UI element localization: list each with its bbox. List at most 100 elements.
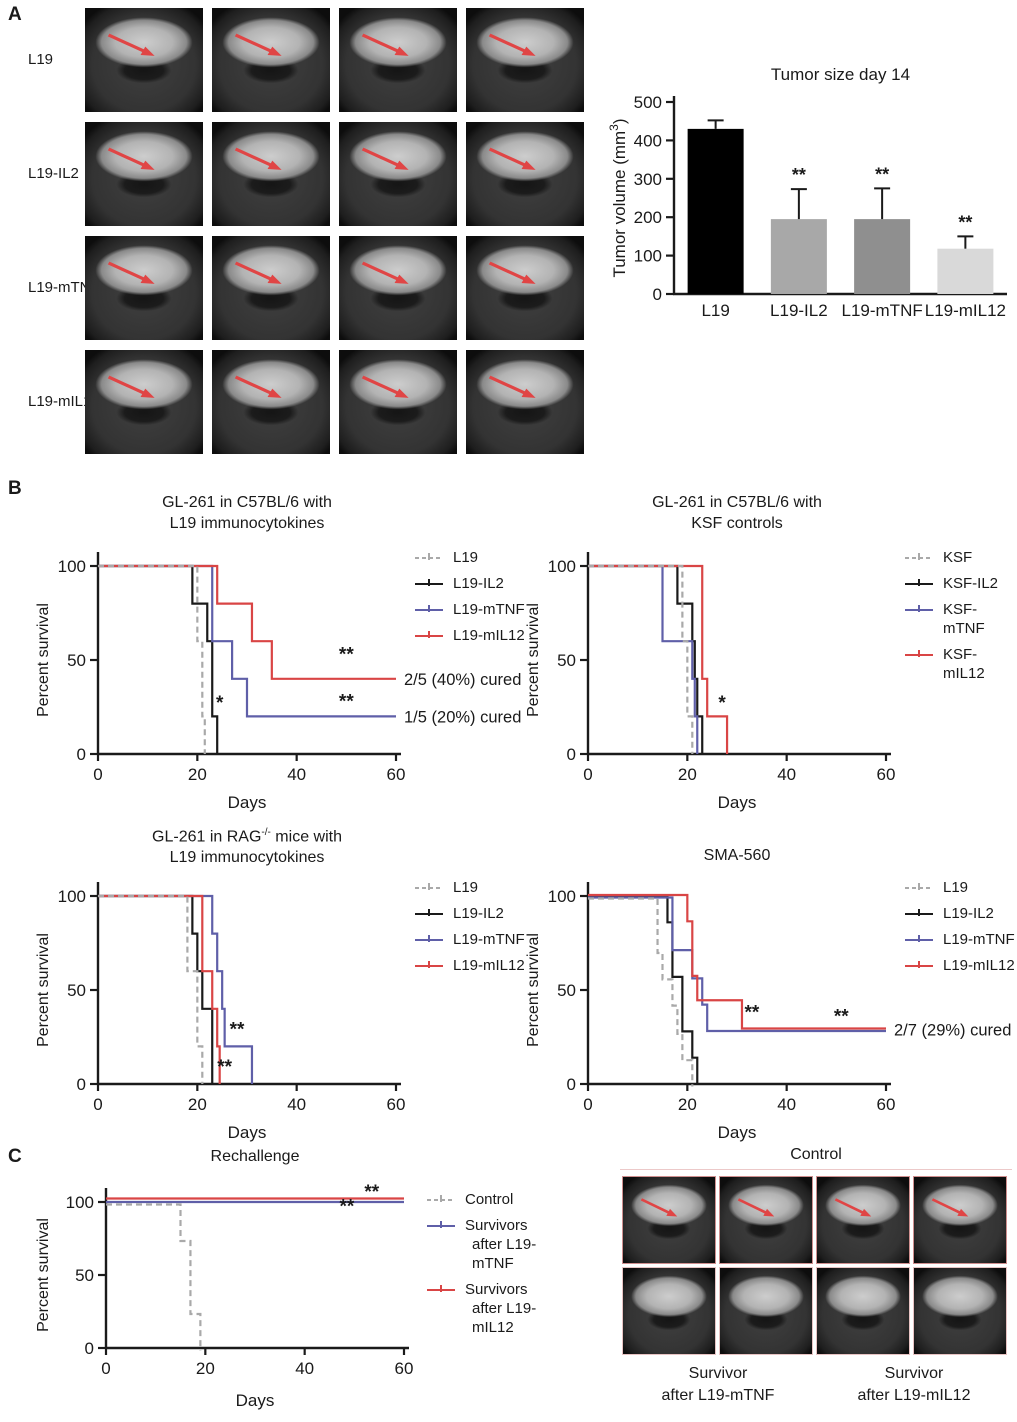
legend-marker-icon (905, 909, 933, 916)
chart-title: SMA-560 (577, 845, 897, 866)
y-tick-label: 50 (75, 1266, 94, 1285)
legend-label: L19-IL2 (943, 905, 994, 922)
mri-image (212, 122, 330, 226)
mri-image (466, 236, 584, 340)
legend-b2: KSF KSF-IL2 KSF-mTNF KSF-mIL12 (904, 548, 1017, 690)
km-series-line (588, 564, 699, 754)
km-series-line (98, 564, 219, 754)
legend-marker-icon (905, 935, 933, 942)
y-tick-label: 100 (548, 557, 576, 576)
y-tick-label: 100 (58, 887, 86, 906)
chart-title-line: L19 immunocytokines (169, 849, 325, 867)
x-axis-label: Days (718, 793, 757, 812)
legend-label: L19-mIL12 (943, 957, 1015, 974)
legend-label: Survivors after L19-mTNF (465, 1217, 537, 1272)
legend-item: L19-mIL12 (414, 626, 525, 645)
legend-marker-icon (905, 553, 933, 560)
legend-label: Control (465, 1191, 514, 1208)
km-series-line (588, 893, 886, 1030)
mri-image (85, 350, 203, 454)
legend-b4: L19 L19-IL2 L19-mTNF L19-mIL12 (904, 878, 1015, 982)
survivor-label-mil12: Survivor after L19-mIL12 (857, 1365, 971, 1404)
mri-image (719, 1267, 813, 1355)
legend-item: L19-mTNF (414, 600, 525, 619)
legend-item: L19-IL2 (904, 904, 1015, 923)
mri-image (913, 1176, 1007, 1264)
legend-item: L19-mTNF (904, 930, 1015, 949)
significance-label: ** (217, 1057, 232, 1078)
legend-label: L19-mTNF (453, 601, 525, 618)
legend-item: L19-IL2 (414, 904, 525, 923)
mri-image (212, 350, 330, 454)
legend-item: L19-mTNF (414, 930, 525, 949)
legend-marker-icon (415, 579, 443, 586)
tumor-arrow-icon (234, 261, 282, 284)
km-series-line (588, 564, 694, 754)
bar (854, 219, 911, 294)
mri-grid-panel-a (85, 8, 584, 454)
y-tick-label: 100 (66, 1193, 94, 1212)
legend-marker-icon (905, 650, 933, 657)
x-category-label: L19-mIL12 (925, 301, 1006, 320)
legend-marker-icon (427, 1221, 455, 1228)
x-axis-label: Days (718, 1123, 757, 1142)
panel-c-label: C (8, 1146, 22, 1167)
mri-image (212, 8, 330, 112)
legend-label: KSF-IL2 (943, 575, 999, 592)
y-axis-label: Percent survival (35, 603, 52, 717)
km-chart-b2: 0 20 40 60 0 50 100 Days Percent survival * (525, 552, 895, 812)
km-series-line (98, 894, 214, 1084)
km-chart-c: 0 20 40 60 0 50 100 Days Percent survival ** ** (35, 1182, 414, 1410)
legend-marker-icon (415, 961, 443, 968)
tumor-arrow-icon (488, 261, 536, 284)
survival-plot-c: Rechallenge 0 20 40 60 0 50 100 Days Percent sur… (28, 1146, 548, 1422)
tumor-arrow-icon (107, 375, 155, 398)
legend-item: Control (426, 1190, 548, 1209)
significance-label: ** (364, 1182, 379, 1203)
control-mri-title: Control (790, 1146, 842, 1163)
km-series-line (588, 564, 704, 754)
significance-label: ** (834, 1006, 849, 1027)
bar (937, 248, 994, 294)
x-tick-label: 40 (287, 765, 306, 784)
legend-item: L19-IL2 (414, 574, 525, 593)
mri-image (622, 1176, 716, 1264)
cured-label: 2/7 (29%) cured (894, 1021, 1011, 1039)
km-series-line (588, 897, 694, 1087)
x-tick-label: 60 (395, 1359, 414, 1378)
legend-item: KSF (904, 548, 1017, 567)
significance-label: ** (339, 691, 354, 712)
x-axis-label: Days (228, 1123, 267, 1142)
km-series-line (98, 894, 204, 1084)
y-tick-label: 50 (557, 981, 576, 1000)
significance-label: ** (745, 1003, 760, 1024)
y-tick-label: 0 (567, 745, 576, 764)
x-tick-label: 40 (777, 1095, 796, 1114)
chart-title: GL-261 in RAG-/- mice with L19 immunocyto… (87, 822, 407, 868)
significance-label: ** (339, 644, 354, 665)
mri-grid-panel-c (622, 1176, 1007, 1355)
legend-item: L19-mIL12 (414, 956, 525, 975)
legend-label: Survivors after L19-mIL12 (465, 1281, 537, 1336)
legend-marker-icon (905, 883, 933, 890)
significance-label: ** (958, 212, 972, 232)
mri-image (85, 122, 203, 226)
panel-b-label: B (8, 478, 22, 499)
x-tick-label: 20 (188, 765, 207, 784)
mri-image (339, 350, 457, 454)
km-series-line (98, 564, 396, 680)
km-series-line (588, 564, 729, 754)
chart-title: Rechallenge (95, 1146, 415, 1167)
mri-image (719, 1176, 813, 1264)
tumor-arrow-icon (931, 1198, 969, 1217)
legend-c: Control Survivors after L19-mTNF Survivors a… (426, 1190, 548, 1344)
mri-image (85, 236, 203, 340)
mri-image (212, 236, 330, 340)
mri-image (622, 1267, 716, 1355)
legend-label: KSF (943, 549, 973, 566)
legend-item: L19-mIL12 (904, 956, 1015, 975)
y-tick-label: 100 (58, 557, 86, 576)
significance-label: ** (875, 164, 889, 184)
legend-marker-icon (415, 883, 443, 890)
